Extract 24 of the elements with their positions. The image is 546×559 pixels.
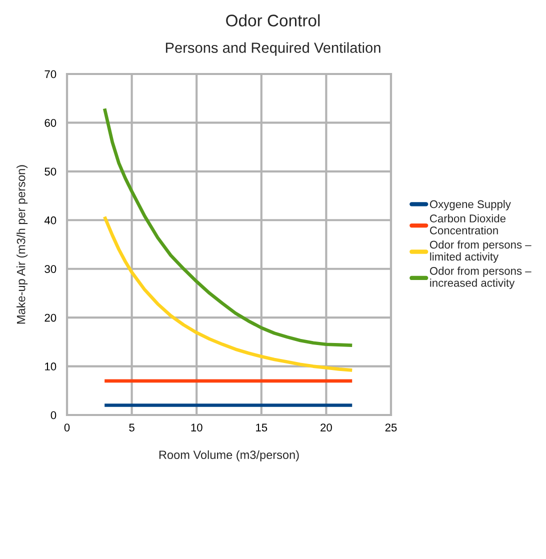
x-tick-label: 20: [320, 424, 332, 432]
x-tick-label: 15: [256, 424, 268, 432]
y-tick-label: 40: [44, 216, 56, 224]
y-tick-label: 0: [50, 411, 56, 420]
legend-label: Odor from persons – limited activity: [430, 240, 532, 263]
legend-label: Carbon Dioxide Concentration: [430, 214, 506, 234]
y-tick-label: 70: [44, 70, 56, 78]
y-tick-label: 30: [44, 265, 56, 273]
chart-subtitle: Persons and Required Ventilation: [166, 42, 380, 56]
y-tick-label: 60: [44, 118, 56, 127]
x-tick-label: 5: [129, 424, 134, 432]
y-tick-label: 10: [45, 362, 56, 370]
y-axis-title: Make-up Air (m3/h per person): [16, 165, 28, 324]
line-series: [102, 215, 354, 372]
legend-label: Odor from persons – increased activity: [430, 266, 532, 289]
y-tick-label: 20: [44, 314, 56, 322]
line-series: [102, 106, 354, 348]
y-tick-label: 50: [44, 168, 56, 176]
legend-label: Oxygene Supply: [430, 200, 511, 210]
x-tick-label: 0: [64, 424, 70, 432]
x-tick-label: 10: [191, 424, 202, 432]
x-tick-label: 25: [385, 424, 397, 432]
chart-title: Odor Control: [226, 14, 320, 26]
x-axis-title: Room Volume (m3/person): [159, 450, 299, 462]
